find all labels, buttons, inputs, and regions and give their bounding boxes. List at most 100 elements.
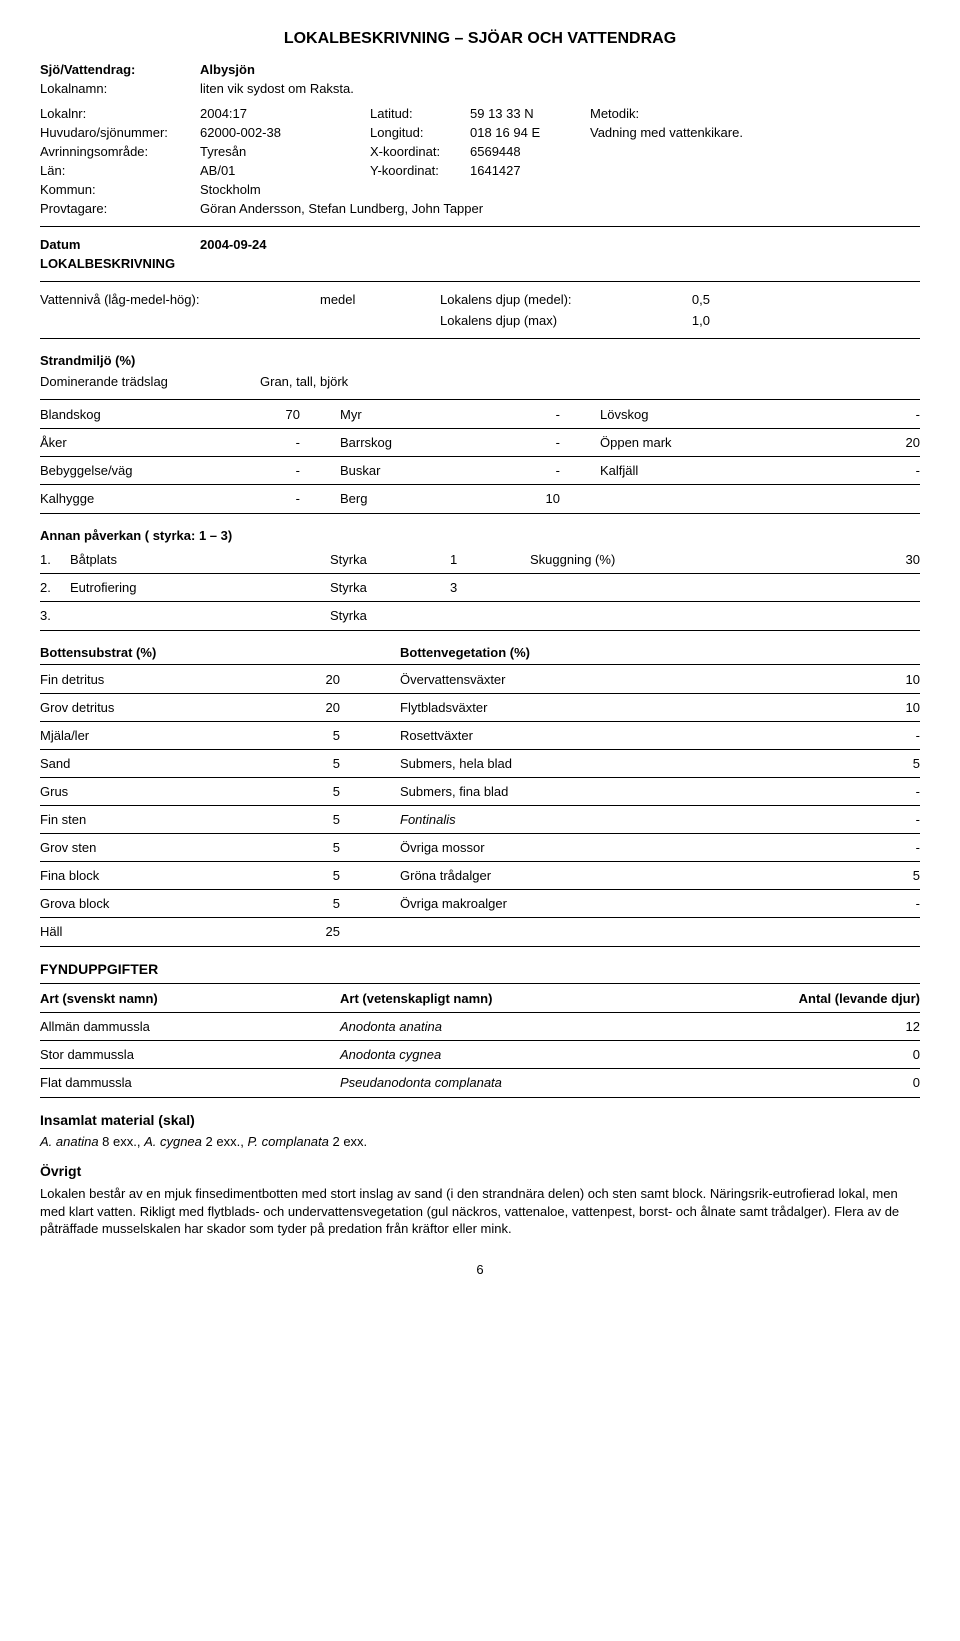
cell: 20 (240, 697, 400, 718)
strandmiljo-label: Strandmiljö (%) (40, 353, 920, 368)
fynd-col-b: Art (vetenskapligt namn) (340, 988, 680, 1009)
cell: Blandskog (40, 404, 220, 425)
lokalbeskrivning-label: LOKALBESKRIVNING (40, 256, 920, 271)
dominerande-value: Gran, tall, björk (260, 374, 348, 389)
cell (760, 488, 920, 509)
table-row: Grov detritus20Flytbladsväxter10 (40, 697, 920, 718)
table-row: Sand5Submers, hela blad5 (40, 753, 920, 774)
cell (710, 605, 920, 626)
ovrigt-text: Lokalen består av en mjuk finsedimentbot… (40, 1185, 920, 1238)
cell: Pseudanodonta complanata (340, 1072, 680, 1093)
cell (530, 577, 710, 598)
cell: 10 (480, 488, 600, 509)
vattenniva-label: Vattennivå (låg-medel-hög): (40, 292, 320, 307)
cell: Fontinalis (400, 809, 680, 830)
cell: 5 (240, 865, 400, 886)
cell: 10 (680, 697, 920, 718)
cell: 70 (220, 404, 340, 425)
annan-table: 1.BåtplatsStyrka1Skuggning (%)302.Eutrof… (40, 549, 920, 626)
cell: - (680, 893, 920, 914)
table-row: Häll25 (40, 921, 920, 942)
lokalnr-label: Lokalnr: (40, 106, 200, 121)
cell (530, 605, 710, 626)
table-row: 1.BåtplatsStyrka1Skuggning (%)30 (40, 549, 920, 570)
cell: - (760, 460, 920, 481)
cell: - (680, 725, 920, 746)
lokalnamn-value: liten vik sydost om Raksta. (200, 81, 354, 96)
cell: - (220, 432, 340, 453)
provtagare-value: Göran Andersson, Stefan Lundberg, John T… (200, 201, 483, 216)
metodik-value: Vadning med vattenkikare. (590, 125, 743, 140)
table-row: Blandskog70Myr-Lövskog- (40, 404, 920, 425)
cell (600, 488, 760, 509)
metodik-label: Metodik: (590, 106, 639, 121)
cell: Allmän dammussla (40, 1016, 340, 1037)
cell: Flytbladsväxter (400, 697, 680, 718)
table-row: Stor dammusslaAnodonta cygnea0 (40, 1044, 920, 1065)
table-row: Grova block5Övriga makroalger- (40, 893, 920, 914)
cell: Berg (340, 488, 480, 509)
kommun-value: Stockholm (200, 182, 261, 197)
table-row: Bebyggelse/väg-Buskar-Kalfjäll- (40, 460, 920, 481)
cell: Lövskog (600, 404, 760, 425)
cell: 25 (240, 921, 400, 942)
cell: - (220, 488, 340, 509)
table-row: Fin sten5Fontinalis- (40, 809, 920, 830)
cell: 10 (680, 669, 920, 690)
cell: Fin detritus (40, 669, 240, 690)
cell: 30 (710, 549, 920, 570)
sjovattendrag-value: Albysjön (200, 62, 255, 77)
insamlat-label: Insamlat material (skal) (40, 1112, 920, 1128)
cell: - (220, 460, 340, 481)
cell: Grova block (40, 893, 240, 914)
cell: Submers, fina blad (400, 781, 680, 802)
cell (450, 605, 530, 626)
cell: - (760, 404, 920, 425)
huvudaro-label: Huvudaro/sjönummer: (40, 125, 200, 140)
table-row: Åker-Barrskog-Öppen mark20 (40, 432, 920, 453)
cell: Fina block (40, 865, 240, 886)
cell: 5 (240, 781, 400, 802)
table-row: Flat dammusslaPseudanodonta complanata0 (40, 1072, 920, 1093)
cell: 5 (240, 837, 400, 858)
lokalnamn-label: Lokalnamn: (40, 81, 200, 96)
cell: Båtplats (70, 549, 330, 570)
table-row: Grov sten5Övriga mossor- (40, 837, 920, 858)
kommun-label: Kommun: (40, 182, 200, 197)
datum-value: 2004-09-24 (200, 237, 267, 252)
strand-table: Blandskog70Myr-Lövskog- Åker-Barrskog-Öpp… (40, 404, 920, 509)
cell: - (480, 432, 600, 453)
page-title: LOKALBESKRIVNING – SJÖAR OCH VATTENDRAG (40, 30, 920, 48)
table-row: Fina block5Gröna trådalger5 (40, 865, 920, 886)
cell: 1. (40, 549, 70, 570)
cell: 20 (240, 669, 400, 690)
lokalnr-value: 2004:17 (200, 106, 370, 121)
cell: Eutrofiering (70, 577, 330, 598)
cell: - (680, 809, 920, 830)
lan-value: AB/01 (200, 163, 370, 178)
cell: - (680, 837, 920, 858)
cell: Styrka (330, 549, 450, 570)
cell: Grov detritus (40, 697, 240, 718)
cell (400, 921, 680, 942)
cell: Fin sten (40, 809, 240, 830)
cell: 3 (450, 577, 530, 598)
latitud-label: Latitud: (370, 106, 470, 121)
sjovattendrag-label: Sjö/Vattendrag: (40, 62, 200, 77)
page-number: 6 (40, 1262, 920, 1277)
cell (680, 921, 920, 942)
vattenniva-value: medel (320, 292, 440, 307)
provtagare-label: Provtagare: (40, 201, 200, 216)
ovrigt-label: Övrigt (40, 1163, 920, 1179)
avrinning-value: Tyresån (200, 144, 370, 159)
cell: Mjäla/ler (40, 725, 240, 746)
annan-label: Annan påverkan ( styrka: 1 – 3) (40, 528, 920, 543)
botten-table: Fin detritus20Övervattensväxter10Grov de… (40, 669, 920, 942)
cell: Anodonta anatina (340, 1016, 680, 1037)
fynd-table: Art (svenskt namn) Art (vetenskapligt na… (40, 988, 920, 1093)
cell: - (480, 404, 600, 425)
cell: 5 (680, 753, 920, 774)
cell: - (480, 460, 600, 481)
bottenvegetation-label: Bottenvegetation (%) (400, 645, 530, 660)
longitud-label: Longitud: (370, 125, 470, 140)
